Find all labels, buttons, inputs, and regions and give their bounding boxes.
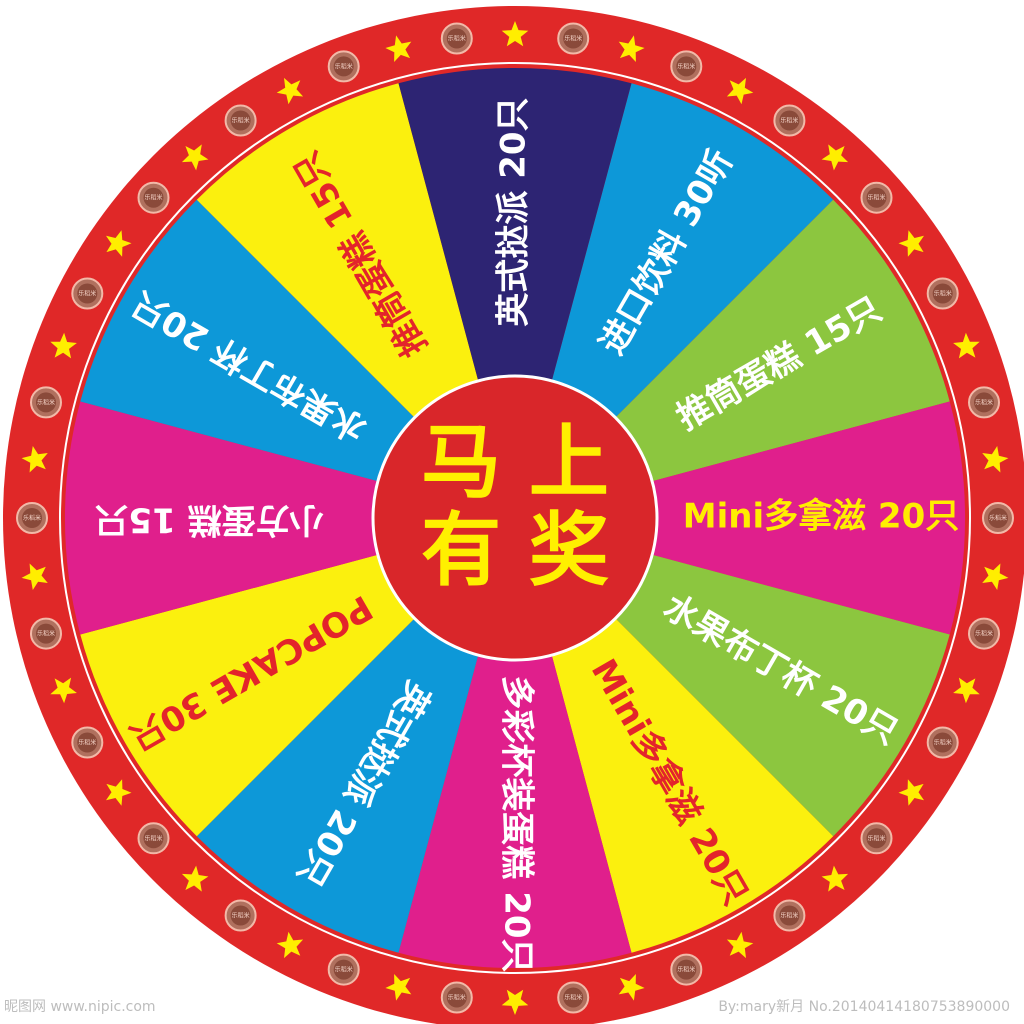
bulb-text: 乐稻米	[989, 514, 1007, 522]
bulb-text: 乐稻米	[232, 117, 250, 125]
rim-bulb: 乐稻米	[30, 386, 62, 419]
rim-star	[618, 35, 645, 62]
bulb-text: 乐稻米	[23, 514, 41, 522]
rim-bulb: 乐稻米	[670, 953, 703, 986]
rim-decorations: 乐稻米乐稻米乐稻米乐稻米乐稻米乐稻米乐稻米乐稻米乐稻米乐稻米乐稻米乐稻米乐稻米乐…	[16, 21, 1014, 1015]
rim-bulb: 乐稻米	[71, 726, 104, 759]
wheel-segment	[398, 67, 632, 519]
rim-star	[821, 865, 849, 892]
bulb-text: 乐稻米	[934, 290, 952, 298]
rim-inner-line	[59, 62, 971, 974]
bulb-text: 乐稻米	[335, 966, 353, 974]
bulb-text: 乐稻米	[37, 398, 55, 406]
rim-bulb: 乐稻米	[327, 953, 360, 986]
rim-bulb: 乐稻米	[773, 104, 806, 137]
rim-star	[982, 563, 1009, 590]
bulb-text: 乐稻米	[564, 35, 582, 43]
rim-star	[385, 974, 412, 1001]
rim-bulb: 乐稻米	[440, 22, 473, 55]
bulb-text: 乐稻米	[780, 912, 798, 920]
bulb-text: 乐稻米	[37, 630, 55, 638]
bulb-text: 乐稻米	[78, 739, 96, 747]
bulb-text: 乐稻米	[78, 290, 96, 298]
wheel-segment	[515, 401, 966, 635]
wheel-segment	[398, 518, 632, 969]
rim-bulb: 乐稻米	[71, 277, 104, 310]
segment-label: 多彩杯装蛋糕 20只	[497, 675, 537, 972]
rim-star	[50, 677, 77, 704]
rim-bulb: 乐稻米	[557, 22, 590, 55]
rim-star	[898, 230, 924, 257]
center-hub	[371, 374, 659, 662]
rim-star	[982, 446, 1009, 473]
rim-bulb: 乐稻米	[440, 981, 473, 1014]
hub-line-2: 有 奖	[421, 504, 609, 597]
rim-bulb: 乐稻米	[968, 386, 1000, 419]
rim-bulb: 乐稻米	[982, 502, 1014, 534]
rim-bulb: 乐稻米	[137, 822, 170, 855]
rim-bulb: 乐稻米	[860, 181, 893, 214]
bulb-text: 乐稻米	[144, 834, 162, 842]
rim-star	[21, 563, 48, 590]
rim-star	[726, 77, 754, 105]
rim-bulb: 乐稻米	[926, 277, 959, 310]
rim-bulb: 乐稻米	[557, 981, 590, 1014]
rim-bulb: 乐稻米	[670, 50, 703, 83]
bulb-text: 乐稻米	[335, 62, 353, 70]
rim-star	[898, 779, 924, 806]
rim-star	[501, 21, 529, 47]
bulb-text: 乐稻米	[448, 994, 466, 1002]
rim-star	[501, 989, 529, 1015]
bulb-text: 乐稻米	[564, 994, 582, 1002]
bulb-text: 乐稻米	[144, 194, 162, 202]
segment-label: 英式挞派 20只	[494, 97, 534, 326]
rim-star	[106, 230, 132, 257]
rim-bulb: 乐稻米	[137, 181, 170, 214]
segment-label: Mini多拿滋 20只	[683, 497, 960, 537]
segment-label: 小方蛋糕 15只	[94, 500, 323, 540]
bulb-text: 乐稻米	[867, 194, 885, 202]
rim-bulb: 乐稻米	[327, 50, 360, 83]
rim-bulb: 乐稻米	[16, 502, 48, 534]
rim-star	[21, 446, 48, 473]
rim-star	[106, 779, 132, 806]
watermark-left: 昵图网 www.nipic.com	[4, 999, 156, 1015]
bulb-text: 乐稻米	[975, 398, 993, 406]
hub-line-1: 马 上	[421, 416, 609, 509]
bulb-text: 乐稻米	[448, 35, 466, 43]
rim-star	[953, 332, 980, 359]
rim-star	[821, 144, 849, 171]
rim-star	[276, 931, 304, 959]
rim-star	[385, 35, 412, 62]
rim-bulb: 乐稻米	[773, 899, 806, 932]
rim-star	[181, 144, 209, 171]
watermark-right: By:mary新月 No.20140414180753890000	[718, 999, 1010, 1015]
bulb-text: 乐稻米	[232, 912, 250, 920]
bulb-text: 乐稻米	[975, 630, 993, 638]
rim-star	[181, 865, 209, 892]
rim-star	[953, 677, 980, 704]
bulb-text: 乐稻米	[677, 966, 695, 974]
rim-bulb: 乐稻米	[224, 104, 257, 137]
rim-star	[50, 332, 77, 359]
rim-star	[276, 77, 304, 105]
rim-star	[618, 974, 645, 1001]
wheel-segment	[64, 401, 516, 635]
rim-bulb: 乐稻米	[860, 822, 893, 855]
bulb-text: 乐稻米	[867, 834, 885, 842]
rim-bulb: 乐稻米	[926, 726, 959, 759]
rim-star	[726, 931, 754, 959]
rim-bulb: 乐稻米	[968, 617, 1000, 650]
rim-bulb: 乐稻米	[30, 617, 62, 650]
bulb-text: 乐稻米	[934, 739, 952, 747]
bulb-text: 乐稻米	[677, 62, 695, 70]
bulb-text: 乐稻米	[780, 117, 798, 125]
rim-bulb: 乐稻米	[224, 899, 257, 932]
